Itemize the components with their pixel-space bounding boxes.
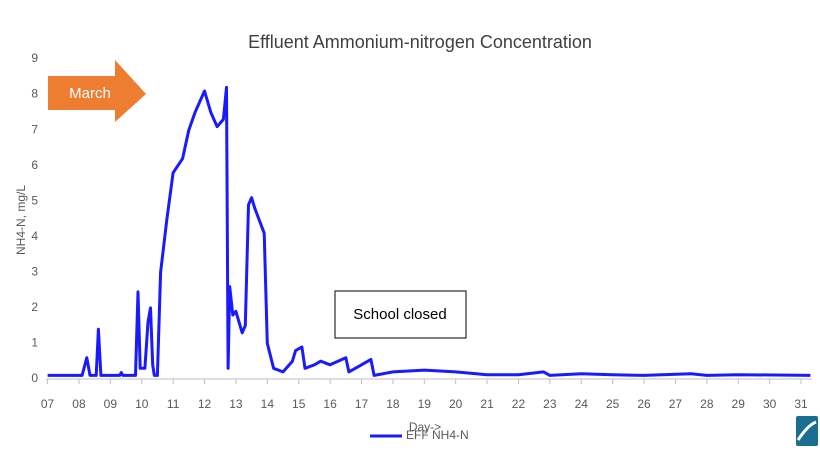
x-tick-label: 11: [167, 397, 180, 411]
x-tick-label: 21: [480, 397, 494, 411]
x-tick-label: 28: [700, 397, 714, 411]
x-tick-label: 07: [41, 397, 55, 411]
chart-title: Effluent Ammonium-nitrogen Concentration: [248, 32, 592, 52]
data-line: [47, 85, 811, 377]
x-tick-label: 14: [261, 397, 275, 411]
y-tick-label: 0: [31, 371, 38, 385]
logo-shape: [796, 420, 817, 441]
y-tick-label: 7: [31, 122, 38, 136]
x-tick-label: 26: [637, 397, 651, 411]
y-tick-label: 9: [31, 51, 38, 65]
y-tick-label: 4: [31, 229, 38, 243]
y-tick-label: 2: [31, 300, 38, 314]
x-tick-label: 22: [512, 397, 526, 411]
logo: [796, 416, 818, 446]
x-tick-label: 24: [575, 397, 589, 411]
annotation: School closed: [353, 306, 446, 323]
x-tick-label: 15: [292, 397, 306, 411]
x-tick-label: 09: [104, 397, 118, 411]
x-tick-label: 08: [72, 397, 86, 411]
y-tick-label: 8: [31, 87, 38, 101]
annotation: March: [69, 85, 111, 102]
x-tick-label: 13: [229, 397, 243, 411]
x-tick-label: 16: [323, 397, 337, 411]
x-tick-label: 17: [355, 397, 369, 411]
x-tick-label: 31: [794, 397, 808, 411]
legend-label: EFF NH4-N: [406, 428, 469, 442]
x-tick-label: 12: [198, 397, 212, 411]
y-tick-label: 5: [31, 193, 38, 207]
march-arrow: [48, 60, 146, 122]
y-tick-label: 6: [31, 158, 38, 172]
x-tick-label: 27: [669, 397, 683, 411]
y-tick-label: 1: [31, 336, 38, 350]
annotation-box: [334, 290, 467, 339]
y-tick-label: 3: [31, 265, 38, 279]
y-axis-label: NH4-N, mg/L: [14, 185, 28, 255]
x-tick-label: 10: [135, 397, 149, 411]
x-tick-label: 20: [449, 397, 463, 411]
logo-shape: [796, 416, 818, 446]
x-tick-label: 29: [732, 397, 746, 411]
x-tick-label: 25: [606, 397, 620, 411]
x-tick-label: 30: [763, 397, 777, 411]
x-tick-label: 19: [418, 397, 432, 411]
x-tick-label: 18: [386, 397, 400, 411]
x-tick-label: 23: [543, 397, 557, 411]
x-axis-label: Day->: [409, 420, 441, 434]
